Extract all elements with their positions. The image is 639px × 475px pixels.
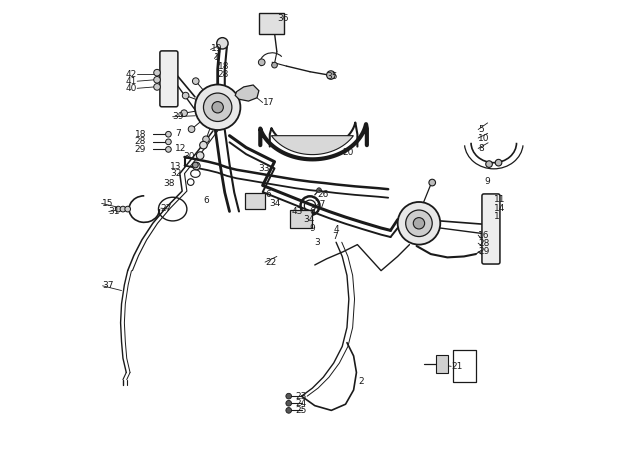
- Text: 43: 43: [291, 207, 302, 216]
- Text: 40: 40: [126, 84, 137, 93]
- Circle shape: [154, 69, 160, 76]
- Text: 15: 15: [102, 199, 113, 208]
- Text: 1: 1: [494, 212, 500, 221]
- Circle shape: [258, 59, 265, 66]
- Text: 29: 29: [135, 145, 146, 154]
- Text: 26: 26: [317, 190, 328, 200]
- Circle shape: [286, 393, 291, 399]
- Text: 9: 9: [309, 224, 315, 233]
- Circle shape: [154, 84, 160, 90]
- Polygon shape: [235, 85, 259, 101]
- Text: 34: 34: [304, 215, 315, 224]
- Text: 6: 6: [309, 207, 315, 216]
- Circle shape: [182, 92, 189, 99]
- FancyBboxPatch shape: [290, 210, 312, 228]
- Text: 20: 20: [343, 148, 353, 157]
- Text: 37: 37: [103, 281, 114, 290]
- Text: 22: 22: [265, 257, 276, 266]
- Text: 3: 3: [315, 238, 321, 247]
- Text: 28: 28: [218, 70, 229, 78]
- FancyBboxPatch shape: [259, 13, 284, 34]
- Circle shape: [217, 38, 228, 49]
- Text: 8: 8: [478, 144, 484, 153]
- Text: 1: 1: [214, 53, 220, 62]
- Text: 16: 16: [478, 231, 489, 239]
- FancyBboxPatch shape: [160, 51, 178, 107]
- Text: 27: 27: [315, 200, 326, 209]
- Text: 29: 29: [478, 247, 489, 256]
- Circle shape: [166, 147, 171, 152]
- Text: 34: 34: [270, 199, 281, 208]
- Circle shape: [203, 93, 232, 122]
- Text: 7: 7: [332, 232, 337, 240]
- Text: 35: 35: [327, 72, 338, 81]
- Circle shape: [406, 210, 432, 237]
- Circle shape: [166, 132, 171, 137]
- Text: 17: 17: [263, 98, 274, 107]
- Bar: [453, 350, 476, 382]
- Polygon shape: [272, 136, 353, 154]
- Circle shape: [397, 202, 440, 245]
- Text: 6: 6: [265, 190, 271, 200]
- Circle shape: [196, 152, 204, 159]
- Circle shape: [166, 139, 171, 145]
- FancyBboxPatch shape: [245, 193, 265, 209]
- Circle shape: [154, 76, 160, 83]
- Circle shape: [120, 206, 126, 212]
- Text: 41: 41: [126, 76, 137, 86]
- Circle shape: [125, 206, 130, 212]
- Circle shape: [413, 218, 425, 229]
- Text: 32: 32: [171, 169, 181, 178]
- Circle shape: [495, 159, 502, 166]
- Circle shape: [212, 102, 224, 113]
- Text: 10: 10: [478, 133, 489, 142]
- Circle shape: [272, 62, 277, 68]
- Circle shape: [195, 85, 240, 130]
- Text: 4: 4: [334, 225, 339, 234]
- Text: 7: 7: [175, 129, 181, 138]
- Circle shape: [189, 126, 195, 133]
- Circle shape: [199, 142, 207, 149]
- Text: 14: 14: [494, 204, 505, 213]
- Text: 13: 13: [171, 162, 182, 171]
- FancyBboxPatch shape: [482, 194, 500, 264]
- Text: 25: 25: [295, 406, 306, 415]
- FancyBboxPatch shape: [436, 355, 449, 373]
- Text: 27: 27: [161, 204, 173, 213]
- Text: 28: 28: [478, 238, 489, 247]
- Text: 24: 24: [295, 399, 306, 408]
- Text: 42: 42: [126, 70, 137, 78]
- Text: 30: 30: [183, 152, 195, 161]
- Text: 18: 18: [135, 130, 146, 139]
- Text: 36: 36: [277, 14, 288, 23]
- Text: 12: 12: [175, 144, 187, 153]
- Circle shape: [181, 110, 187, 116]
- Circle shape: [286, 408, 291, 413]
- Text: 5: 5: [478, 125, 484, 134]
- Circle shape: [327, 71, 335, 79]
- Text: 23: 23: [295, 392, 306, 400]
- Circle shape: [192, 78, 199, 85]
- Circle shape: [192, 162, 200, 170]
- Text: 11: 11: [494, 195, 505, 204]
- Text: 19: 19: [211, 44, 222, 53]
- Circle shape: [286, 400, 291, 406]
- Text: 38: 38: [163, 179, 174, 188]
- Text: 2: 2: [358, 378, 364, 387]
- Circle shape: [317, 188, 321, 192]
- Text: 39: 39: [173, 112, 184, 121]
- Circle shape: [486, 161, 493, 167]
- Circle shape: [429, 179, 436, 186]
- Text: 18: 18: [218, 62, 229, 71]
- Circle shape: [203, 136, 210, 142]
- Text: 31: 31: [109, 207, 120, 216]
- Text: 9: 9: [484, 177, 490, 186]
- Circle shape: [192, 162, 198, 168]
- Text: 28: 28: [135, 137, 146, 146]
- Text: 6: 6: [203, 196, 209, 205]
- Text: 33: 33: [258, 164, 270, 173]
- Circle shape: [116, 206, 121, 212]
- Text: 21: 21: [451, 362, 463, 371]
